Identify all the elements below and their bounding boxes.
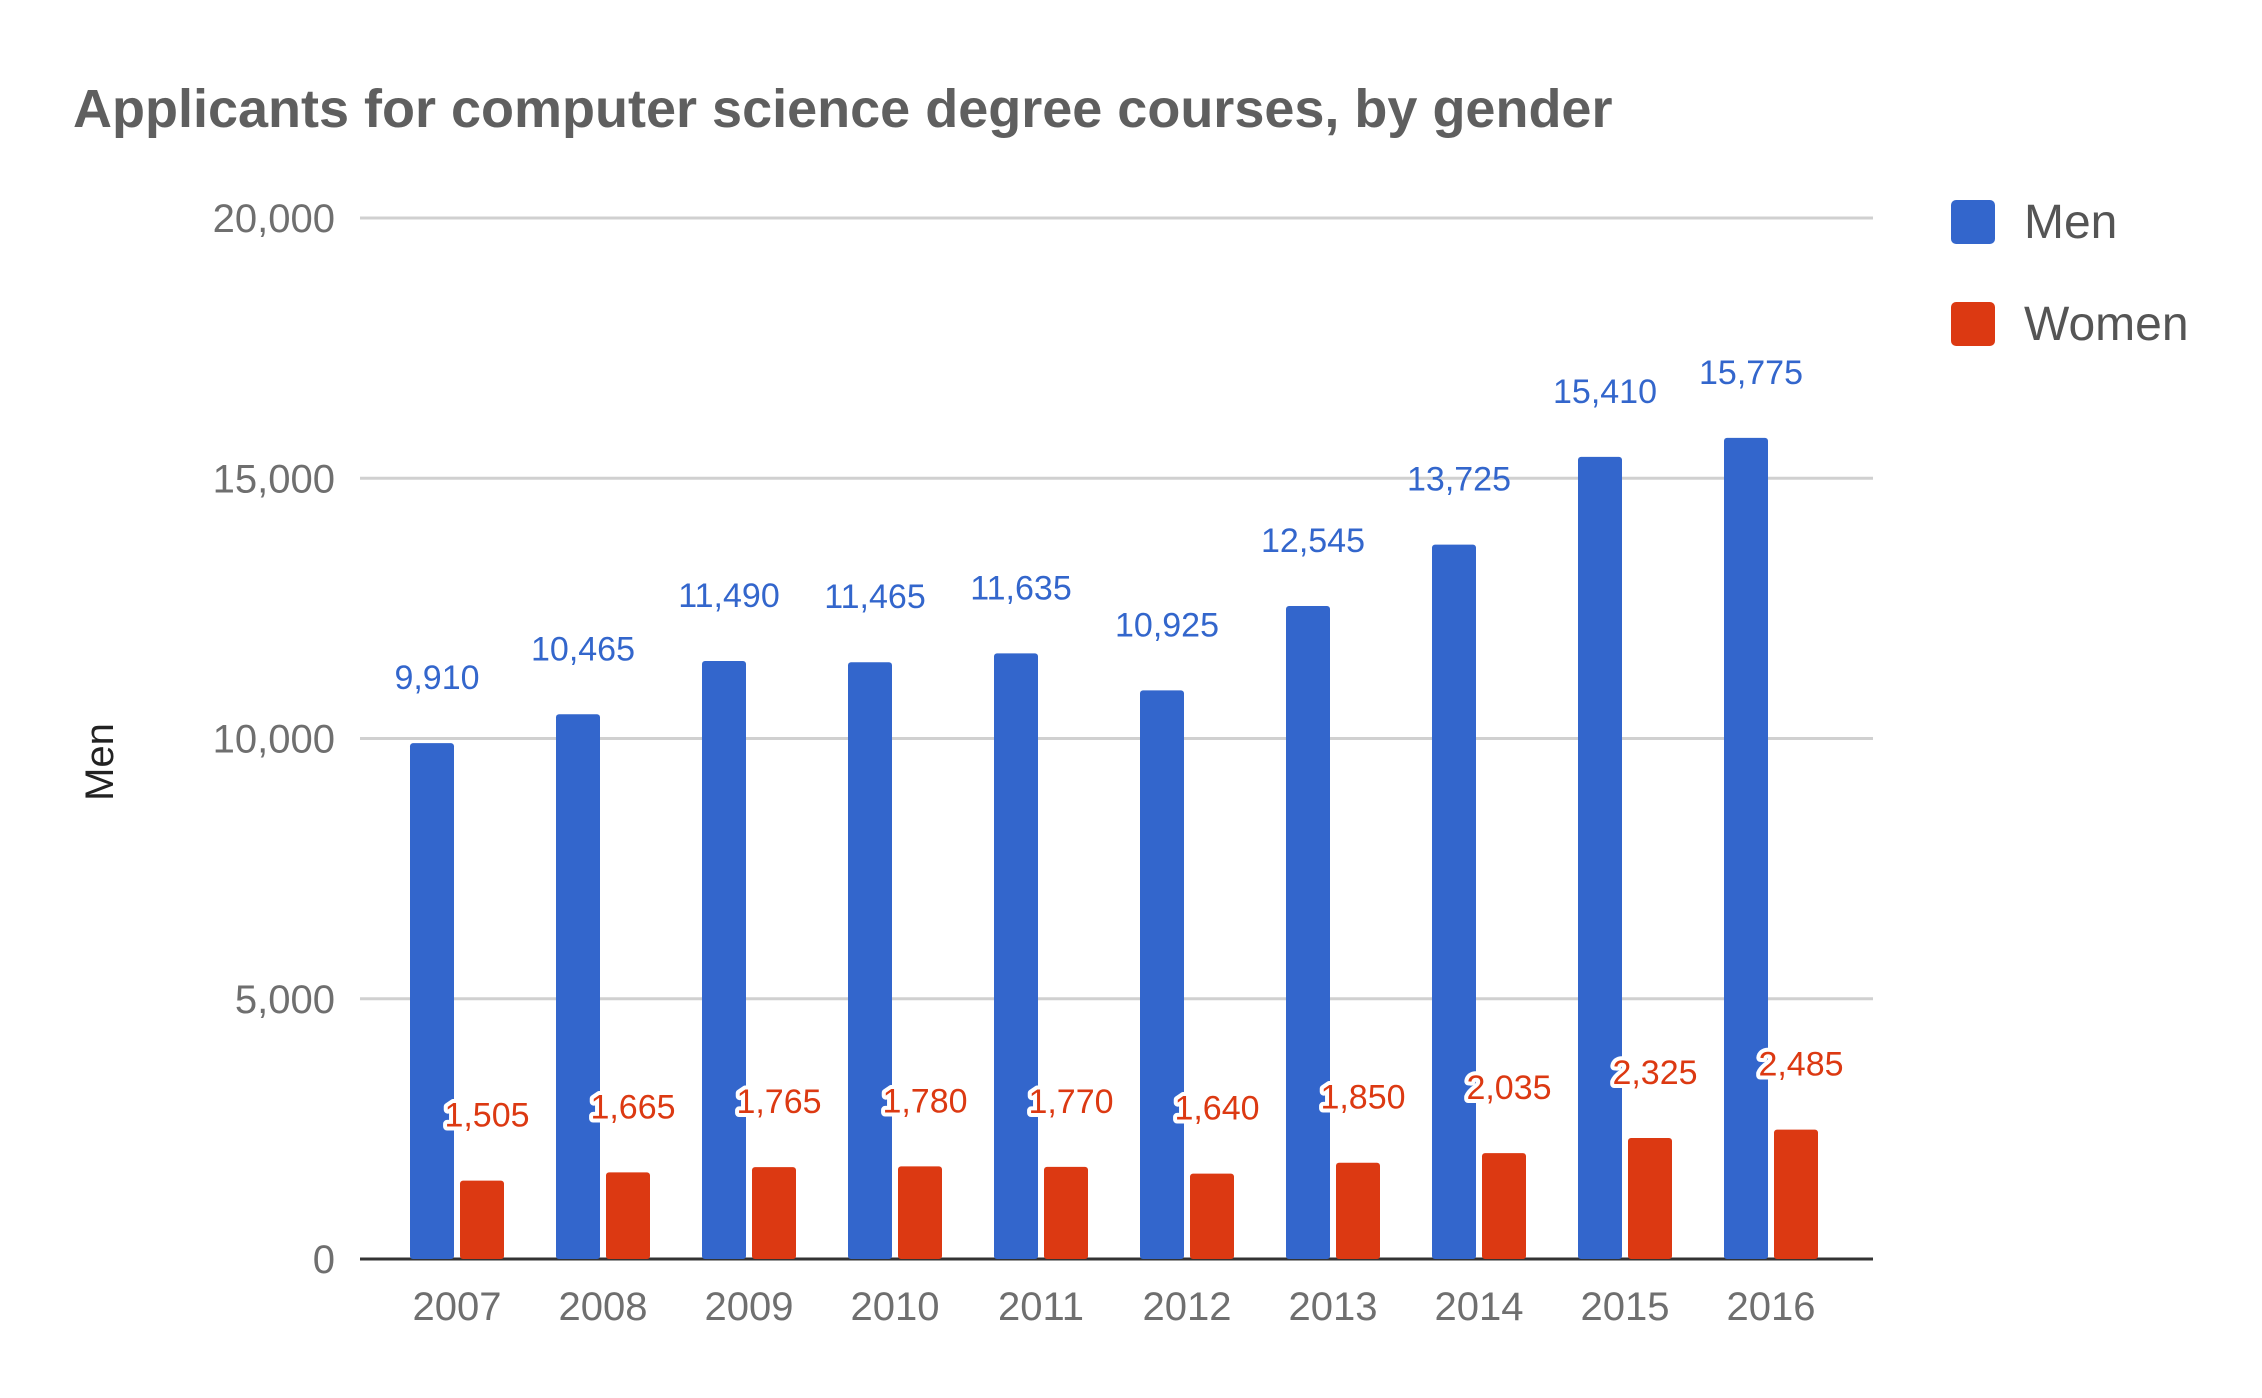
data-label-women: 1,780 — [882, 1082, 967, 1120]
data-label-men: 11,465 — [824, 578, 925, 616]
y-axis-label: Men — [78, 723, 122, 801]
data-label-women: 1,770 — [1028, 1083, 1113, 1121]
x-tick-label: 2010 — [851, 1285, 940, 1329]
chart-title: Applicants for computer science degree c… — [73, 79, 1612, 139]
bar-women-2014 — [1482, 1153, 1526, 1259]
x-tick-label: 2011 — [998, 1285, 1084, 1329]
bar-women-2009 — [752, 1167, 796, 1259]
bar-men-2009 — [702, 660, 746, 1259]
data-label-women: 1,850 — [1320, 1079, 1405, 1117]
x-tick-label: 2012 — [1143, 1285, 1232, 1329]
data-label-men: 15,410 — [1553, 373, 1657, 411]
bar-women-2016 — [1774, 1129, 1818, 1259]
data-label-women: 1,765 — [736, 1083, 821, 1121]
bar-men-2008 — [556, 714, 600, 1259]
legend-swatch-women — [1951, 302, 1995, 346]
bar-women-2015 — [1628, 1137, 1672, 1259]
x-tick-label: 2015 — [1581, 1285, 1670, 1329]
data-label-women: 1,505 — [444, 1097, 529, 1135]
bar-women-2010 — [898, 1166, 942, 1259]
bar-women-2013 — [1336, 1162, 1380, 1259]
legend-label-women: Women — [2024, 298, 2189, 351]
data-label-men: 13,725 — [1407, 461, 1511, 499]
x-tick-label: 2013 — [1289, 1285, 1378, 1329]
data-label-men: 9,910 — [394, 659, 479, 697]
data-label-men: 11,490 — [678, 577, 779, 615]
bar-men-2013 — [1286, 606, 1330, 1259]
bar-men-2015 — [1578, 456, 1622, 1259]
x-tick-label: 2009 — [705, 1285, 794, 1329]
bar-men-2007 — [410, 743, 454, 1259]
data-label-women: 2,485 — [1758, 1046, 1843, 1084]
y-tick-label: 5,000 — [235, 978, 335, 1022]
x-tick-label: 2008 — [559, 1285, 648, 1329]
bar-men-2016 — [1724, 437, 1768, 1259]
bar-men-2011 — [994, 653, 1038, 1259]
y-tick-label: 20,000 — [213, 197, 335, 241]
x-tick-label: 2014 — [1435, 1285, 1524, 1329]
x-tick-label: 2007 — [413, 1285, 502, 1329]
data-label-men: 10,465 — [531, 630, 635, 668]
data-label-men: 10,925 — [1115, 606, 1219, 644]
data-label-men: 11,635 — [970, 569, 1071, 607]
data-label-women: 2,325 — [1612, 1054, 1697, 1092]
data-label-men: 12,545 — [1261, 522, 1365, 560]
bar-men-2010 — [848, 662, 892, 1259]
data-label-men: 15,775 — [1699, 354, 1803, 392]
bar-men-2014 — [1432, 544, 1476, 1259]
y-tick-label: 15,000 — [213, 457, 335, 501]
bar-women-2012 — [1190, 1173, 1234, 1259]
bar-men-2012 — [1140, 690, 1184, 1259]
data-label-women: 1,640 — [1174, 1090, 1259, 1128]
x-tick-label: 2016 — [1727, 1285, 1816, 1329]
bar-women-2008 — [606, 1172, 650, 1259]
y-tick-label: 10,000 — [213, 718, 335, 762]
data-label-women: 1,665 — [590, 1088, 675, 1126]
legend-swatch-men — [1951, 200, 1995, 244]
data-label-women: 2,035 — [1466, 1069, 1551, 1107]
bar-women-2007 — [460, 1180, 504, 1259]
bar-women-2011 — [1044, 1166, 1088, 1259]
y-tick-label: 0 — [313, 1238, 335, 1282]
legend-label-men: Men — [2024, 196, 2117, 249]
